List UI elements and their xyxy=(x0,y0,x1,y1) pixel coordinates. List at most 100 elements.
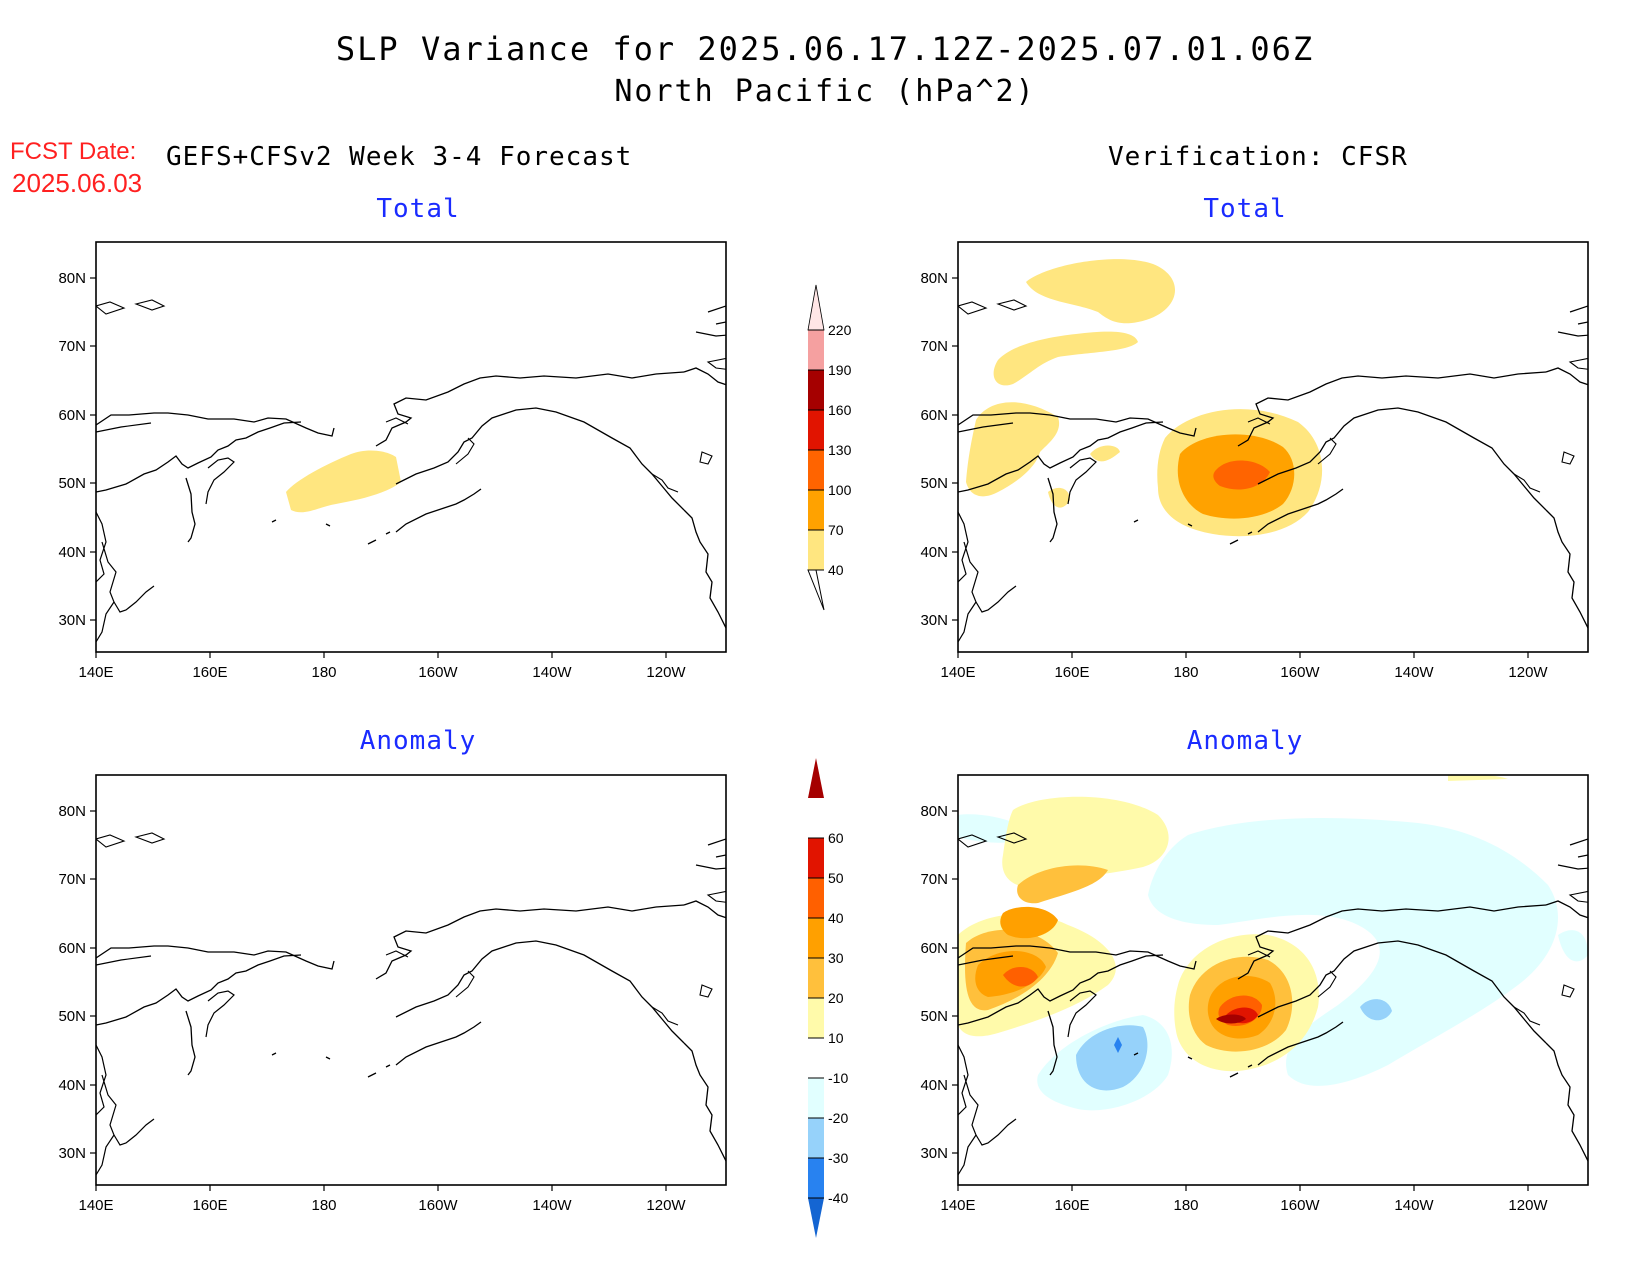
coastline xyxy=(96,299,726,652)
lon-tick-label: 140E xyxy=(940,664,975,681)
lon-tick-label: 160W xyxy=(418,1197,458,1214)
contour-fill xyxy=(286,450,401,513)
map-frame xyxy=(95,241,727,653)
lon-tick-label: 120W xyxy=(646,664,686,681)
contour-fill xyxy=(966,402,1060,497)
colorbar-swatch xyxy=(808,878,824,918)
contour-fill xyxy=(1114,1037,1122,1053)
colorbar-arrow-high xyxy=(808,758,824,798)
lat-tick-label: 60N xyxy=(58,940,86,957)
contour-fill xyxy=(1558,930,1588,962)
panel-title-verification-total: Total xyxy=(1203,194,1287,224)
fcst-date-label: FCST Date: xyxy=(10,138,137,165)
lon-tick-label: 160W xyxy=(418,664,458,681)
contour-fill xyxy=(1048,487,1070,508)
lon-tick-label: 140W xyxy=(532,1197,572,1214)
lat-tick-label: 80N xyxy=(920,803,948,820)
lon-tick-label: 140W xyxy=(1394,664,1434,681)
colorbar-level-label: 60 xyxy=(828,830,844,846)
lon-tick-label: 140W xyxy=(1394,1197,1434,1214)
lat-tick-label: 80N xyxy=(58,270,86,287)
contour-fill xyxy=(1148,818,1558,1086)
colorbar-level-label: 20 xyxy=(828,990,844,1006)
lon-tick-label: 160W xyxy=(1280,664,1320,681)
colorbar-swatch xyxy=(808,1118,824,1158)
lon-tick-label: 160W xyxy=(1280,1197,1320,1214)
colorbar-swatch xyxy=(808,1158,824,1198)
lon-tick-label: 120W xyxy=(1508,664,1548,681)
contour-fill xyxy=(1002,796,1169,888)
lat-tick-label: 40N xyxy=(58,1077,86,1094)
lat-tick-label: 80N xyxy=(920,270,948,287)
forecast-anomaly-map: 80N 70N 60N 50N 40N 30N 140E 160E 180 160W 140W 120… xyxy=(58,774,727,1214)
colorbar-level-label: 220 xyxy=(828,322,852,338)
lon-tick-label: 140E xyxy=(78,664,113,681)
colorbar-swatch xyxy=(808,998,824,1038)
contour-fill xyxy=(1213,460,1270,490)
colorbar-level-label: 40 xyxy=(828,910,844,926)
colorbar-swatch xyxy=(807,284,825,331)
lat-tick-label: 60N xyxy=(920,407,948,424)
forecast-heading: GEFS+CFSv2 Week 3-4 Forecast xyxy=(166,142,633,172)
panel-title-forecast-anomaly: Anomaly xyxy=(359,726,477,756)
lat-tick-label: 50N xyxy=(58,1008,86,1025)
contour-fill xyxy=(1448,775,1508,781)
colorbar-swatch xyxy=(808,1078,824,1118)
lat-tick-label: 80N xyxy=(58,803,86,820)
lon-tick-label: 160E xyxy=(1054,664,1089,681)
lon-tick-label: 180 xyxy=(311,664,336,681)
colorbar-swatch xyxy=(808,370,824,410)
chart-subtitle: North Pacific (hPa^2) xyxy=(614,74,1036,109)
lon-tick-label: 180 xyxy=(1173,664,1198,681)
lat-tick-label: 70N xyxy=(58,871,86,888)
colorbar-swatch xyxy=(808,1038,824,1078)
colorbar-level-label: 50 xyxy=(828,870,844,886)
colorbar-swatch xyxy=(808,918,824,958)
contour-fill xyxy=(1090,445,1120,462)
map-frame xyxy=(957,241,1589,653)
lat-tick-label: 70N xyxy=(920,871,948,888)
lon-tick-label: 140W xyxy=(532,664,572,681)
colorbar-level-label: -10 xyxy=(828,1070,848,1086)
lat-tick-label: 30N xyxy=(58,1145,86,1162)
colorbar-level-label: 130 xyxy=(828,442,852,458)
colorbar-level-label: 190 xyxy=(828,362,852,378)
colorbar-swatch xyxy=(808,838,824,878)
map-frame xyxy=(957,774,1589,1186)
panel-title-verification-anomaly: Anomaly xyxy=(1186,726,1304,756)
colorbar-level-label: 40 xyxy=(828,562,844,578)
verification-anomaly-map: 80N 70N 60N 50N 40N 30N 140E 160E 180 160W 140W 120… xyxy=(920,774,1589,1214)
colorbar-swatch xyxy=(808,530,824,570)
contour-fill xyxy=(1360,999,1392,1021)
lon-tick-label: 120W xyxy=(646,1197,686,1214)
lat-tick-label: 50N xyxy=(58,475,86,492)
coastline xyxy=(96,832,726,1185)
colorbar-total: 40 70 100 130 160 190 220 xyxy=(807,284,852,611)
lon-tick-label: 120W xyxy=(1508,1197,1548,1214)
lat-tick-label: 70N xyxy=(920,338,948,355)
lat-tick-label: 40N xyxy=(920,1077,948,1094)
colorbar-level-label: -30 xyxy=(828,1150,848,1166)
forecast-total-map: 80N 70N 60N 50N 40N 30N 140E 160E 180 160W 140W 120… xyxy=(58,241,727,681)
colorbar-level-label: 30 xyxy=(828,950,844,966)
colorbar-swatch xyxy=(808,450,824,490)
contour-fill xyxy=(1026,259,1176,324)
colorbar-level-label: 10 xyxy=(828,1030,844,1046)
lon-tick-label: 160E xyxy=(1054,1197,1089,1214)
lat-tick-label: 30N xyxy=(58,612,86,629)
contour-fill xyxy=(1076,1025,1148,1091)
contour-fill xyxy=(993,331,1138,386)
colorbar-level-label: -40 xyxy=(828,1190,848,1206)
contour-fill xyxy=(1017,865,1108,904)
map-frame xyxy=(95,774,727,1186)
lon-tick-label: 140E xyxy=(940,1197,975,1214)
panel-title-forecast-total: Total xyxy=(376,194,460,224)
contour-fill xyxy=(1000,906,1058,939)
verification-total-map: 80N 70N 60N 50N 40N 30N 140E 160E 180 160W 140W 120… xyxy=(920,241,1589,681)
fcst-date-value: 2025.06.03 xyxy=(12,168,143,198)
lat-tick-label: 50N xyxy=(920,1008,948,1025)
lon-tick-label: 180 xyxy=(311,1197,336,1214)
colorbar-level-label: 100 xyxy=(828,482,852,498)
lon-tick-label: 180 xyxy=(1173,1197,1198,1214)
lat-tick-label: 60N xyxy=(58,407,86,424)
